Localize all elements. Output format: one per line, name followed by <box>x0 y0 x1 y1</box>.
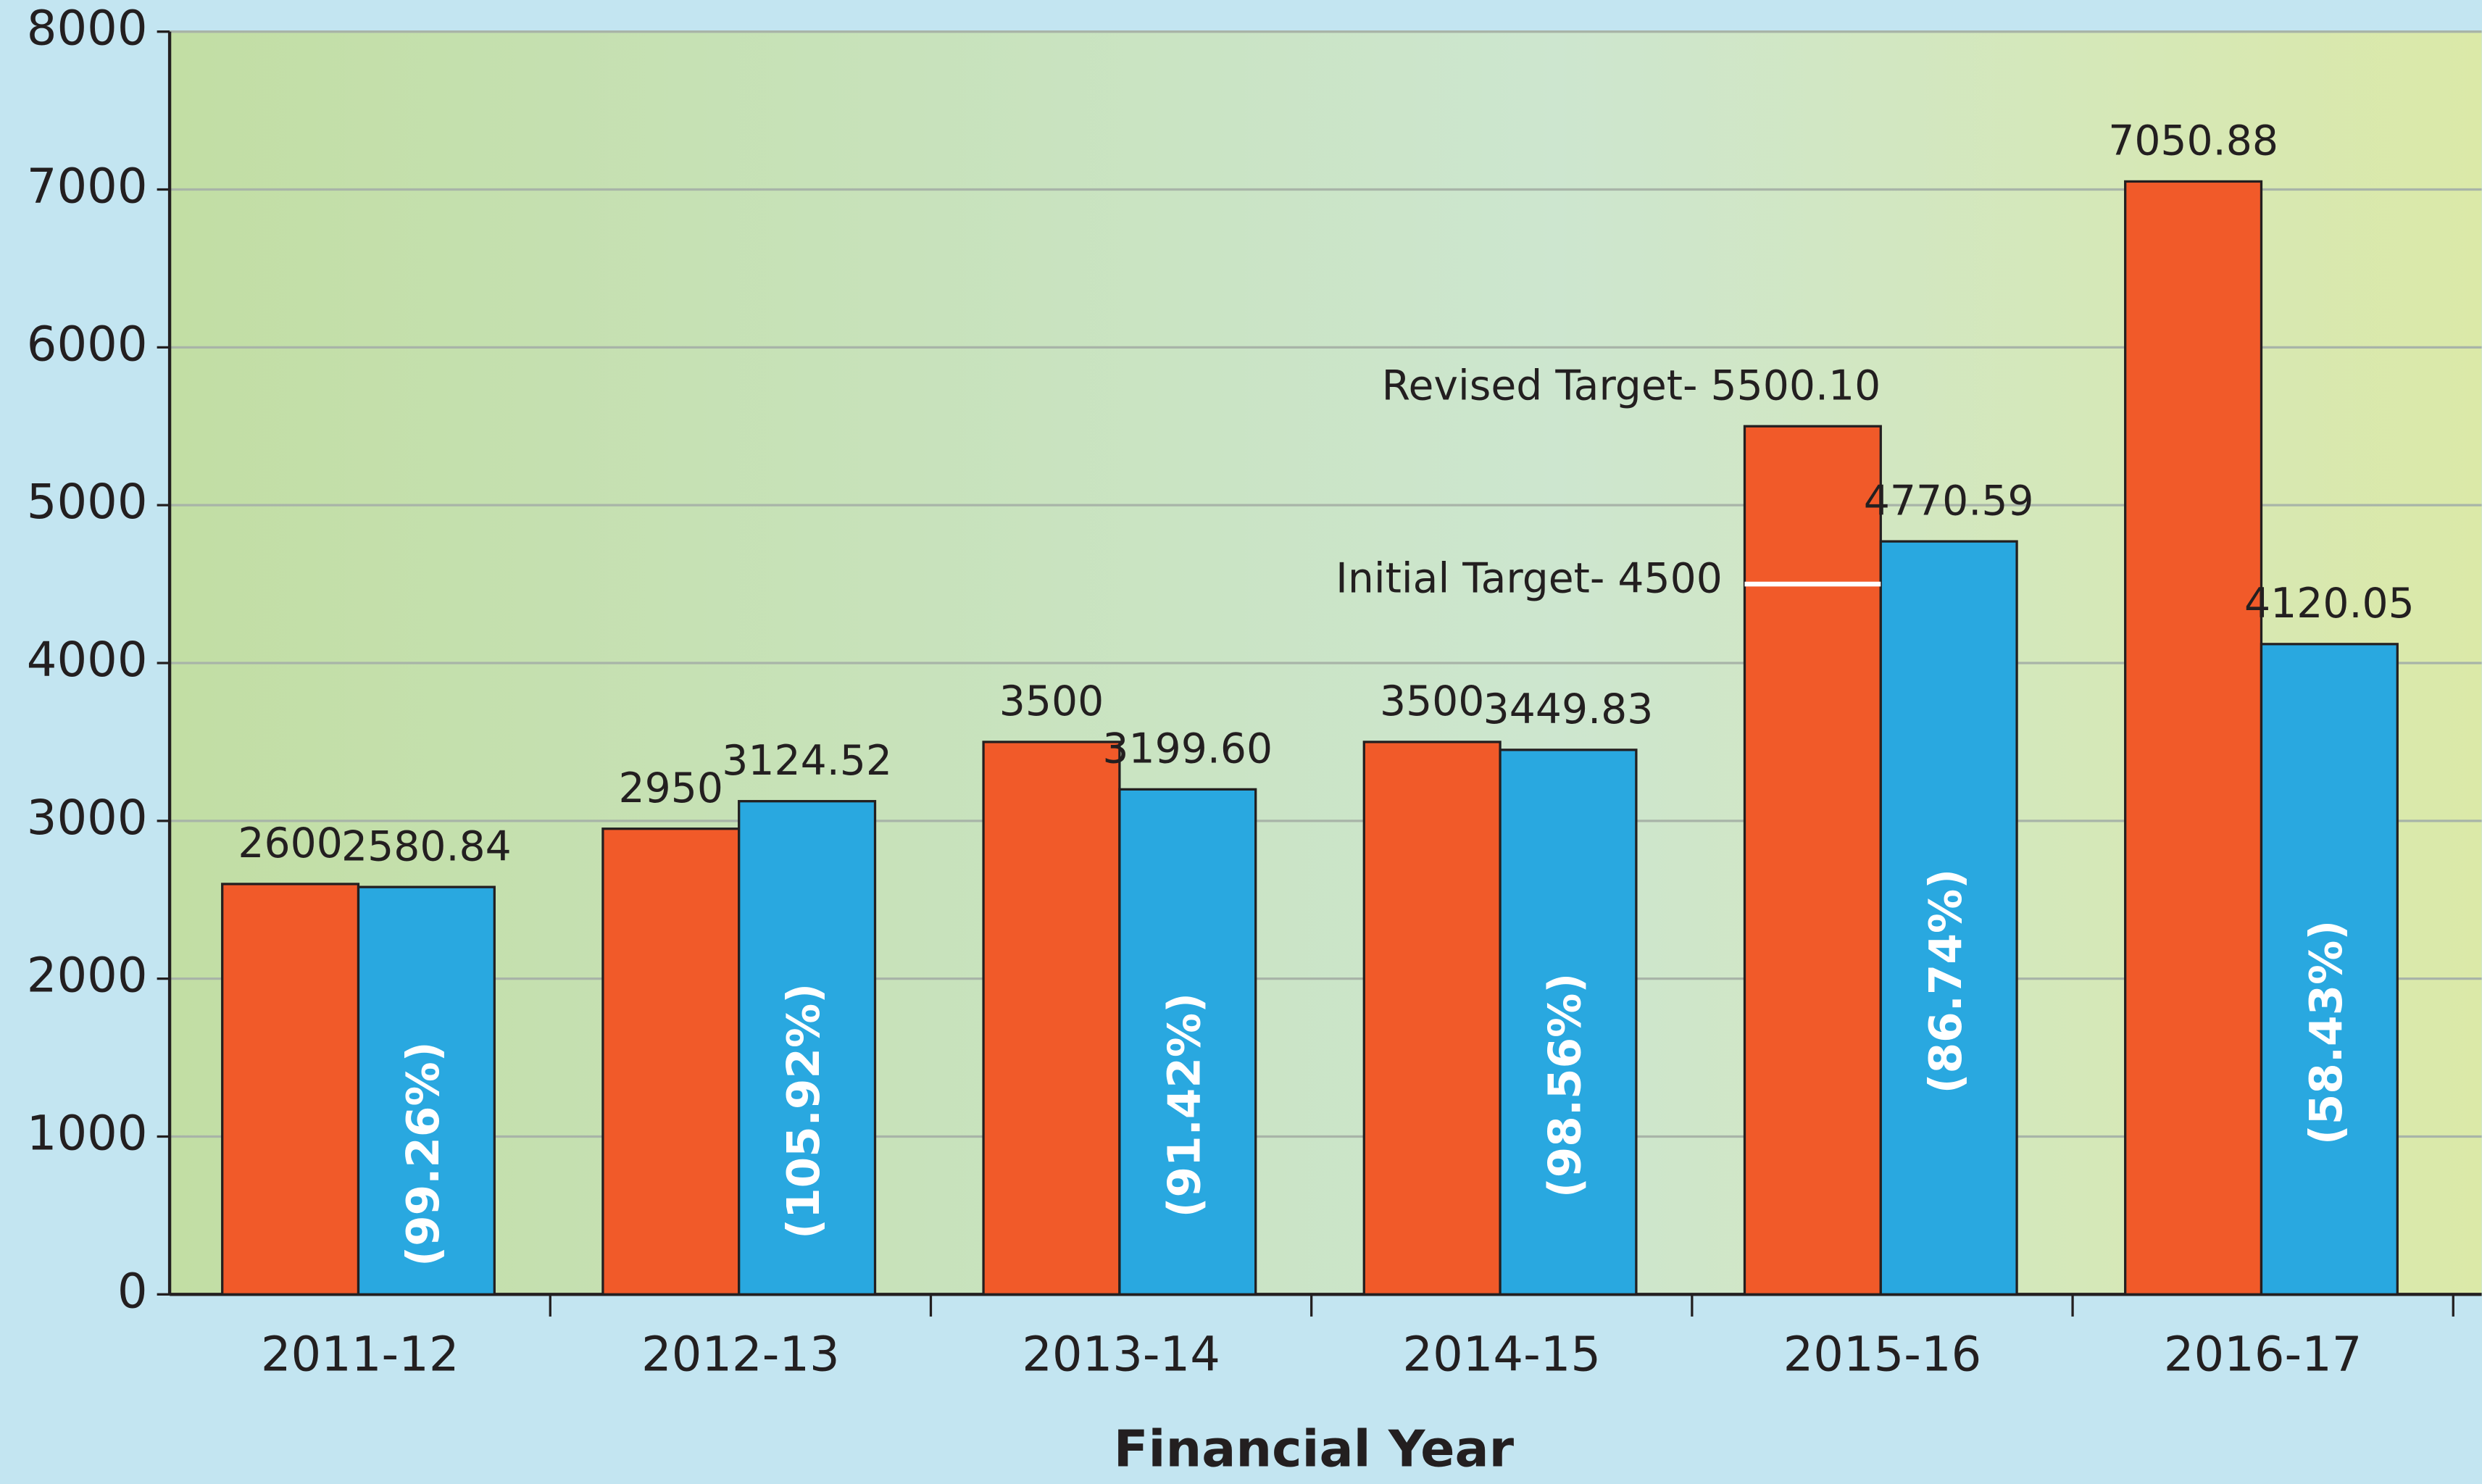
bar <box>1362 741 1502 1296</box>
x-axis-label: Financial Year <box>1114 1420 1515 1479</box>
y-tick-label: 0 <box>117 1264 148 1319</box>
x-tick-label: 2011-12 <box>261 1327 459 1383</box>
value-label: 3500 <box>999 678 1104 725</box>
percent-label: (58.43%) <box>2301 920 2352 1145</box>
y-tick-label: 6000 <box>27 317 148 372</box>
x-tick-label: 2014-15 <box>1402 1327 1601 1383</box>
value-label: 3124.52 <box>722 737 892 785</box>
x-tick-label: 2016-17 <box>2164 1327 2362 1383</box>
y-tick-label: 8000 <box>27 1 148 57</box>
percent-label: (91.42%) <box>1159 993 1210 1217</box>
bar <box>1879 540 2018 1296</box>
value-label: 7050.88 <box>2108 117 2278 165</box>
bar <box>982 741 1121 1296</box>
bar <box>601 828 741 1296</box>
percent-label: (98.56%) <box>1540 973 1591 1198</box>
value-label: 2950 <box>619 764 723 812</box>
y-tick-label: 5000 <box>27 475 148 530</box>
x-tick-label: 2012-13 <box>641 1327 840 1383</box>
value-label: Revised Target- 5500.10 <box>1382 362 1881 409</box>
y-tick-label: 2000 <box>27 949 148 1004</box>
y-tick-label: 3000 <box>27 791 148 846</box>
value-label: 3500 <box>1380 678 1484 725</box>
x-tick-label: 2013-14 <box>1022 1327 1220 1383</box>
value-label: 3449.83 <box>1483 685 1654 733</box>
y-tick-label: 1000 <box>27 1106 148 1162</box>
bar <box>1499 749 1638 1296</box>
bar <box>357 885 496 1296</box>
bar <box>1118 788 1257 1296</box>
bar <box>2124 180 2263 1296</box>
x-tick-label: 2015-16 <box>1783 1327 1982 1383</box>
y-tick-label: 4000 <box>27 633 148 688</box>
annotation: Initial Target- 4500 <box>1336 554 1723 602</box>
bar <box>2260 643 2399 1296</box>
bar <box>221 883 360 1296</box>
value-label: 2600 <box>238 820 342 867</box>
y-tick-label: 7000 <box>27 159 148 214</box>
bar <box>1743 425 1882 1296</box>
value-label: 3199.60 <box>1102 725 1273 773</box>
value-label: 4770.59 <box>1864 477 2034 525</box>
percent-label: (86.74%) <box>1920 869 1972 1093</box>
value-label: 2580.84 <box>341 822 512 870</box>
bar <box>738 800 877 1296</box>
percent-label: (99.26%) <box>398 1041 449 1266</box>
value-label: 4120.05 <box>2244 580 2415 628</box>
percent-label: (105.92%) <box>778 983 830 1239</box>
